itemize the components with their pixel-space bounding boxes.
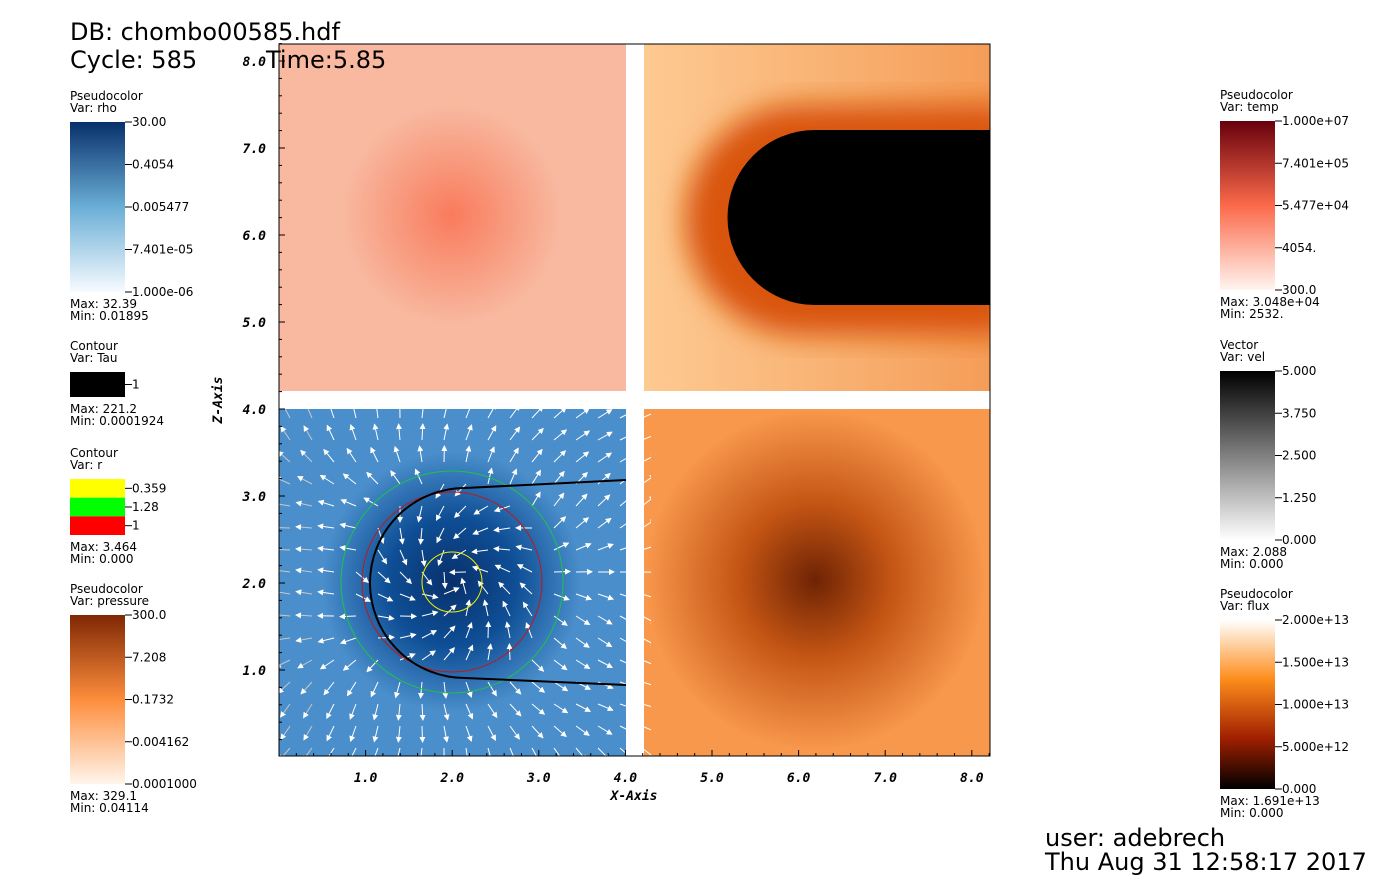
y-tick-label: 7.0	[243, 142, 267, 157]
legend-label: 300.0	[132, 608, 166, 622]
legend-label: 1	[132, 378, 140, 392]
db-label: DB: chombo00585.hdf	[70, 18, 340, 46]
cycle-label: Cycle: 585	[70, 46, 197, 74]
legend-label: 3.750	[1282, 406, 1316, 420]
legend-min: Min: 0.01895	[70, 309, 149, 323]
legend-label: 0.359	[132, 481, 166, 495]
legend-colorbar	[70, 122, 125, 292]
legend-label: 0.005477	[132, 200, 189, 214]
legend-var: Var: rho	[70, 101, 117, 115]
legend-label: 1.28	[132, 500, 159, 514]
legend-min: Min: 0.000	[1220, 806, 1284, 820]
y-tick-label: 1.0	[243, 664, 267, 679]
y-tick-label: 6.0	[243, 229, 267, 244]
y-tick-label: 2.0	[242, 577, 267, 592]
legend-var: Var: Tau	[70, 351, 118, 365]
legend-label: 0.1732	[132, 693, 174, 707]
legend-label: 1.000e+07	[1282, 114, 1349, 128]
legend-label: 7.208	[132, 650, 166, 664]
legend-colorbar	[1220, 121, 1275, 290]
legend-min: Min: 2532.	[1220, 307, 1284, 321]
legend-var: Var: flux	[1220, 599, 1269, 613]
legend-swatch	[70, 498, 125, 517]
legend-min: Min: 0.000	[70, 552, 134, 566]
legend-colorbar	[1220, 371, 1275, 540]
vector-arrow	[274, 527, 290, 528]
x-axis-title: X-Axis	[610, 789, 658, 804]
x-tick-label: 1.0	[354, 771, 378, 786]
legend-label: 1.250	[1282, 491, 1316, 505]
y-tick-label: 8.0	[243, 55, 267, 70]
legend-swatch	[70, 516, 125, 535]
vector-arrow	[422, 726, 423, 742]
legend-label: 5.000	[1282, 364, 1316, 378]
legend-var: Var: temp	[1220, 100, 1279, 114]
quadrant-pressure	[279, 409, 626, 756]
legend-label: 7.401e-05	[132, 243, 193, 257]
x-tick-label: 8.0	[960, 771, 984, 786]
legend-colorbar	[70, 372, 125, 397]
vector-arrow	[340, 616, 356, 617]
plot: 1.0 2.0 3.0 4.0 5.0 6.0 7.0 8.0 1.0 2.0 3.0 4.0 5.0 6…	[211, 44, 1010, 804]
vector-arrow	[554, 571, 570, 572]
legend-colorbar	[70, 615, 125, 784]
legend-label: 7.401e+05	[1282, 156, 1349, 170]
legend-colorbar	[1220, 620, 1275, 789]
quadrant-rho	[279, 44, 626, 391]
legend-label: 0.004162	[132, 735, 189, 749]
legend-label: 1.000e+13	[1282, 698, 1349, 712]
legend-label: 0.000	[1282, 533, 1316, 547]
x-tick-label: 7.0	[873, 771, 897, 786]
y-tick-label: 4.0	[243, 403, 267, 418]
legend-swatch	[70, 479, 125, 498]
legend-var: Var: r	[70, 458, 102, 472]
temp-core	[685, 105, 1010, 335]
legend-label: 5.477e+04	[1282, 199, 1349, 213]
legend-label: 0.4054	[132, 158, 174, 172]
time-label: Time:5.85	[265, 46, 386, 74]
date-label: Thu Aug 31 12:58:17 2017	[1044, 848, 1367, 876]
legend-label: 30.00	[132, 115, 166, 129]
x-tick-label: 6.0	[787, 771, 811, 786]
vector-arrow	[509, 644, 510, 660]
quadrant-flux	[644, 409, 990, 756]
x-tick-label: 2.0	[439, 771, 464, 786]
legend-label: 1.000e-06	[132, 285, 193, 299]
legend-label: 1	[132, 519, 140, 533]
x-tick-label: 5.0	[700, 771, 724, 786]
legend-var: Var: pressure	[70, 594, 149, 608]
y-tick-label: 3.0	[242, 490, 267, 505]
legend-label: 4054.	[1282, 241, 1316, 255]
y-axis-title: Z-Axis	[211, 377, 226, 425]
x-tick-label: 3.0	[526, 771, 551, 786]
legend-label: 1.500e+13	[1282, 655, 1349, 669]
legend-var: Var: vel	[1220, 350, 1265, 364]
legend-min: Min: 0.0001924	[70, 414, 164, 428]
legend-label: 0.0001000	[132, 777, 197, 791]
legend-label: 2.000e+13	[1282, 613, 1349, 627]
legend-min: Min: 0.04114	[70, 801, 149, 815]
y-tick-label: 5.0	[243, 316, 267, 331]
x-tick-label: 4.0	[614, 771, 638, 786]
legend-label: 5.000e+12	[1282, 740, 1349, 754]
legend-label: 2.500	[1282, 449, 1316, 463]
legend-min: Min: 0.000	[1220, 557, 1284, 571]
